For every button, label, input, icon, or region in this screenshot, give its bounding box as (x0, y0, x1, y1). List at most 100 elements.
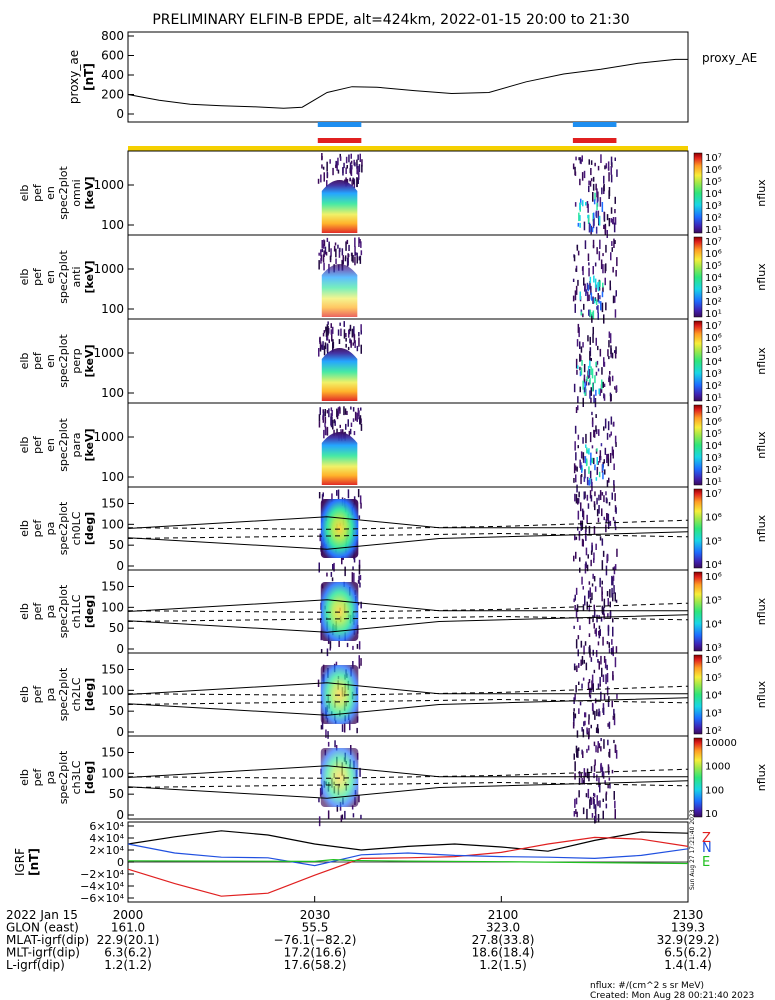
ephemeris-cell: 1.2(1.2) (104, 958, 152, 972)
pa-ylabel-line: pef (31, 519, 44, 538)
pa-ylabel-line: elb (18, 603, 31, 620)
spectrogram-pixel (323, 250, 325, 257)
ephemeris-row-label: GLON (east) (6, 921, 79, 935)
spectrogram-pixel (595, 371, 598, 376)
spectrogram-pixel (574, 666, 576, 671)
spectrogram-pixel (602, 708, 604, 713)
spectrogram-pixel (574, 798, 576, 808)
spectrogram-pixel (598, 215, 601, 226)
spectrogram-pixel (584, 712, 586, 718)
colorbar-tick-label: 10³ (705, 285, 722, 296)
spectrogram-pixel (601, 591, 603, 595)
spectrogram-pixel (602, 798, 604, 802)
spectrogram-pixel (593, 792, 595, 797)
ephemeris-row-label: MLAT-igrf(dip) (6, 933, 89, 947)
spectrogram-pixel (588, 525, 591, 534)
spectrogram-pixel (601, 291, 604, 298)
spectrogram-pixel (609, 782, 611, 789)
spectrogram-pixel (329, 159, 331, 164)
spectrogram-pixel (600, 301, 602, 311)
spectrogram-pixel (593, 609, 596, 618)
spectrogram-pixel (613, 463, 615, 470)
ephemeris-cell: 32.9(29.2) (657, 933, 720, 947)
spectrogram-pixel (345, 333, 347, 338)
spectrogram-pixel (580, 367, 583, 376)
spectrogram-pixel (596, 457, 598, 465)
spectrogram-pixel (608, 190, 610, 199)
spectrogram-pixel (596, 198, 599, 207)
pa-ytick-label: 150 (101, 663, 124, 677)
spectrogram-pixel (613, 421, 615, 427)
spectrogram-pixel (608, 751, 610, 757)
spectrogram-pixel (356, 168, 358, 175)
ephemeris-row-label: 2022 Jan 15 (6, 908, 78, 922)
spectrogram-pixel (590, 766, 593, 772)
spectrogram-pixel (578, 771, 581, 777)
spectrogram-pixel (359, 582, 361, 588)
spectrogram-pixel (574, 713, 577, 719)
spectrogram-pixel (594, 262, 597, 267)
spectrogram-pixel (598, 505, 600, 514)
spectrogram-pixel (317, 178, 320, 184)
spectrogram-pixel (590, 358, 592, 362)
spectrogram-pixel (575, 797, 578, 805)
spectrogram-pixel (589, 432, 592, 443)
spectrogram-pixel (588, 616, 591, 625)
spectrogram-pixel (596, 188, 598, 198)
spectrogram-pixel (611, 575, 613, 586)
spectrogram-pixel (583, 491, 585, 500)
spectrogram-pixel (602, 472, 604, 480)
pa-ylabel-line: ch0LC (70, 511, 83, 545)
anti-loss-cone-line (127, 532, 689, 539)
science-zone-bars (317, 122, 617, 143)
colorbar-tick-label: 10⁵ (705, 177, 722, 188)
spectrogram-pixel (352, 255, 354, 263)
spectrogram-pixel (352, 407, 355, 412)
spectrogram-pixel (330, 248, 332, 257)
spectrogram-pixel (575, 551, 577, 559)
anti-loss-cone-line (127, 602, 689, 613)
spectrogram-pixel (324, 246, 327, 255)
spectrogram-pixel (587, 214, 590, 224)
pa-ylabel-line: [deg] (83, 678, 96, 711)
spectrogram-pixel (576, 748, 578, 758)
spectrogram-pixel (579, 341, 581, 349)
spectrogram-pixel (614, 240, 616, 244)
spectrogram-pixel (341, 248, 344, 256)
spectrogram-pixel (586, 564, 589, 572)
spectrogram-pixel (582, 751, 584, 758)
spectrogram-pixel (334, 242, 337, 246)
spectrogram-pixel (579, 366, 581, 371)
spectrogram-pixel (594, 491, 596, 497)
spectrogram-pixel (318, 252, 320, 256)
spectrogram-pixel (573, 463, 576, 474)
pa-ytick-label: 50 (109, 787, 124, 801)
spectrogram-pixel (609, 392, 612, 397)
spectrogram-pixel (577, 526, 579, 531)
footer-created: Created: Mon Aug 28 00:21:40 2023 (590, 991, 754, 1000)
spectrogram-pixel (360, 344, 362, 354)
spectrogram-pixel (586, 727, 588, 734)
spectrogram-pixel (607, 613, 609, 618)
spectrogram-pixel (586, 601, 588, 610)
spectrogram-pixel (585, 289, 587, 296)
pa-ytick-label: 100 (101, 683, 124, 697)
spectrogram-pixel (343, 722, 346, 733)
spectrogram-pixel (582, 729, 585, 738)
spectrogram-pixel (321, 164, 323, 169)
spectrogram-pixel (332, 326, 334, 334)
spectrogram-pixel (608, 218, 611, 227)
spectrogram-pixel (605, 163, 608, 169)
zone-bar-red (317, 138, 362, 143)
igrf-legend-e: E (702, 855, 710, 870)
spectrogram-pixel (606, 673, 609, 683)
spectrogram-pixel (583, 364, 586, 373)
spectrogram-pixel (610, 218, 613, 223)
spectrogram-pixel (601, 492, 604, 496)
spectrogram-pixel (578, 327, 580, 338)
spectrogram-pixel (360, 324, 362, 332)
spectrogram-pixel (597, 741, 599, 749)
spectrogram-pixel (608, 331, 611, 338)
spectrogram-pixel (583, 645, 585, 655)
